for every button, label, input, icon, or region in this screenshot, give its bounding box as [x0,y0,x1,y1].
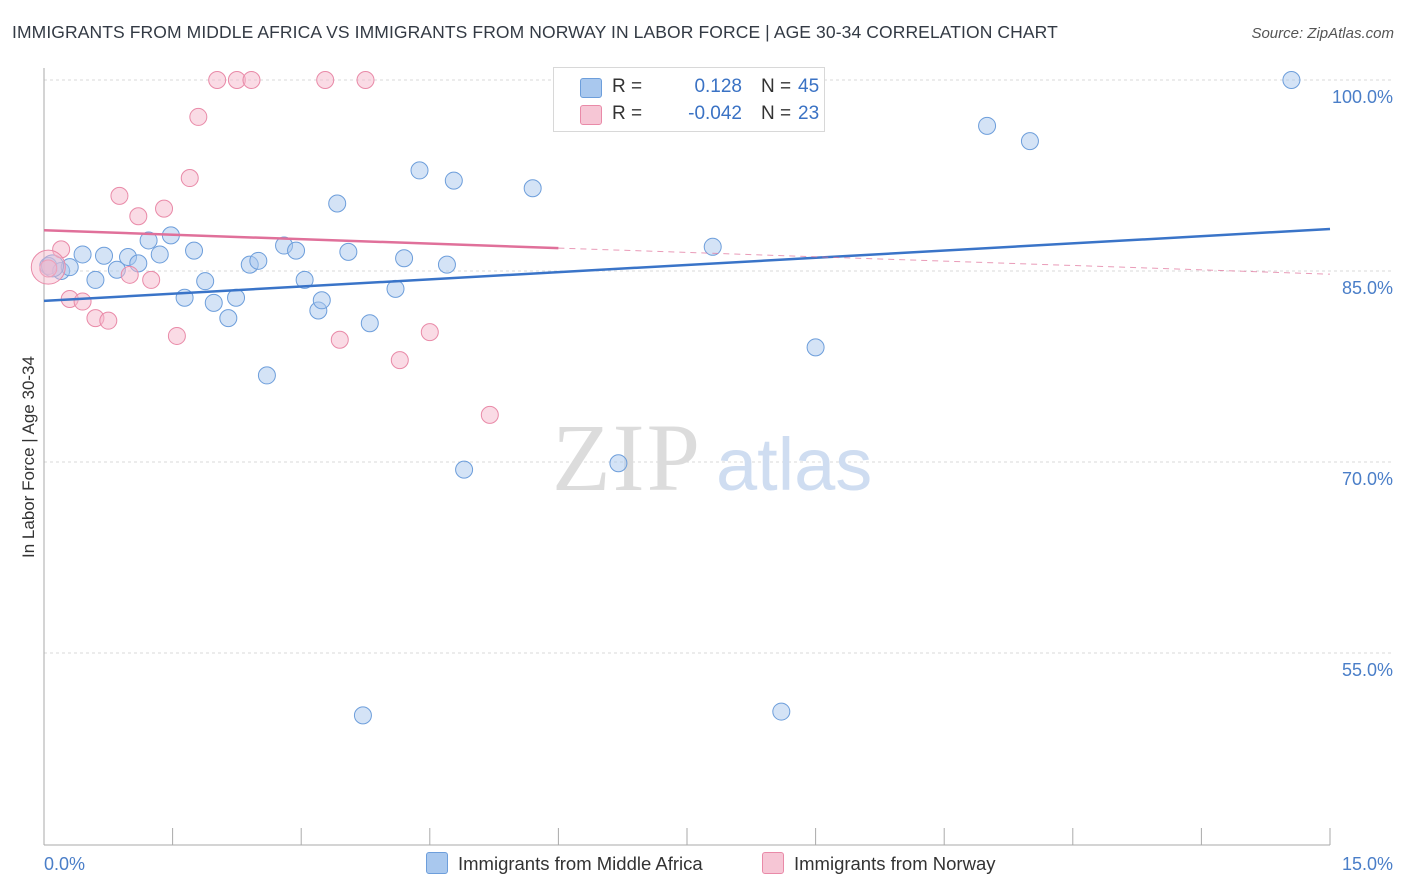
data-point [204,293,223,312]
data-point [86,270,105,289]
bottom-legend-label: Immigrants from Norway [794,853,996,874]
series-middle-africa-points [39,71,1301,725]
data-point [316,71,335,89]
legend-n-label: N = [761,103,792,124]
y-tick-label: 70.0% [1342,469,1393,489]
legend-r-value: -0.042 [688,103,742,124]
data-point [420,323,439,342]
data-point [395,249,414,268]
data-point [312,291,331,310]
data-point [703,237,722,256]
data-point [189,107,208,126]
trend-lines [43,227,1331,303]
data-point [295,270,314,289]
data-point [1020,132,1039,151]
data-point [242,71,261,89]
watermark-atlas: atlas [716,423,872,506]
data-point [73,245,92,264]
watermark-zip: ZIP [552,404,702,511]
data-point [208,71,227,89]
data-point [110,186,129,205]
data-point [410,161,429,180]
trend-line-norway-extension [558,247,1331,275]
data-point [480,405,499,424]
chart-title: IMMIGRANTS FROM MIDDLE AFRICA VS IMMIGRA… [12,22,1058,42]
data-point [455,460,474,479]
y-tick-label: 55.0% [1342,660,1393,680]
data-point [249,251,268,270]
y-tick-label: 100.0% [1332,87,1393,107]
legend-n-label: N = [761,76,792,97]
watermark: ZIP atlas [552,404,872,511]
data-point [437,255,456,274]
data-point [360,314,379,333]
data-point [978,116,997,135]
data-point [185,241,204,260]
bottom-legend-swatch-blue [426,852,448,874]
data-point [150,245,169,264]
data-point [227,288,246,307]
data-point [386,279,405,298]
series-norway-points [30,71,499,424]
data-point [257,366,276,385]
y-axis-tick-labels: 100.0% 85.0% 70.0% 55.0% [1332,87,1393,680]
data-point [806,338,825,357]
data-point [167,326,186,345]
correlation-legend: R = 0.128 N = 45 R = -0.042 N = 23 [553,67,825,132]
legend-r-label: R = [612,103,643,124]
data-point [73,292,92,311]
data-point [142,270,161,289]
legend-swatch-blue [580,78,602,98]
data-point [287,241,306,260]
x-tick-label: 0.0% [44,854,85,874]
trend-line-norway [43,229,559,250]
data-point [523,179,542,198]
data-point [52,240,71,259]
data-point [330,330,349,349]
legend-r-label: R = [612,76,643,97]
data-point [328,194,347,213]
data-point [339,242,358,261]
y-tick-label: 85.0% [1342,278,1393,298]
data-point [180,169,199,188]
x-axis-ticks [172,828,1331,845]
data-point [1282,71,1301,89]
data-point [609,454,628,473]
data-point [772,702,791,721]
data-point [219,309,238,328]
legend-r-value: 0.128 [694,76,742,97]
legend-n-value: 23 [798,103,820,124]
data-point-cluster [30,249,66,285]
trend-line-middle-africa [43,227,1331,303]
bottom-legend-swatch-pink [762,852,784,874]
grid-lines [44,79,1392,654]
data-point [390,351,409,370]
x-axis-tick-labels: 0.0% 15.0% [44,854,1393,874]
data-point [99,311,118,330]
data-point [39,259,58,278]
bottom-legend-norway: Immigrants from Norway [762,852,995,875]
data-point [444,171,463,190]
legend-n-value: 45 [798,76,820,97]
data-point [196,272,215,291]
x-tick-label: 15.0% [1342,854,1393,874]
legend-swatch-pink [580,105,602,125]
data-point [155,199,174,218]
data-point [129,207,148,226]
y-axis-title: In Labor Force | Age 30-34 [19,356,38,558]
data-point [95,246,114,265]
data-point [356,71,375,89]
data-point [139,231,158,250]
source-credit: Source: ZipAtlas.com [1251,25,1394,42]
data-point [120,265,139,284]
bottom-legend-label: Immigrants from Middle Africa [458,853,703,874]
bottom-legend-middle-africa: Immigrants from Middle Africa [426,852,703,875]
data-point [353,706,372,725]
